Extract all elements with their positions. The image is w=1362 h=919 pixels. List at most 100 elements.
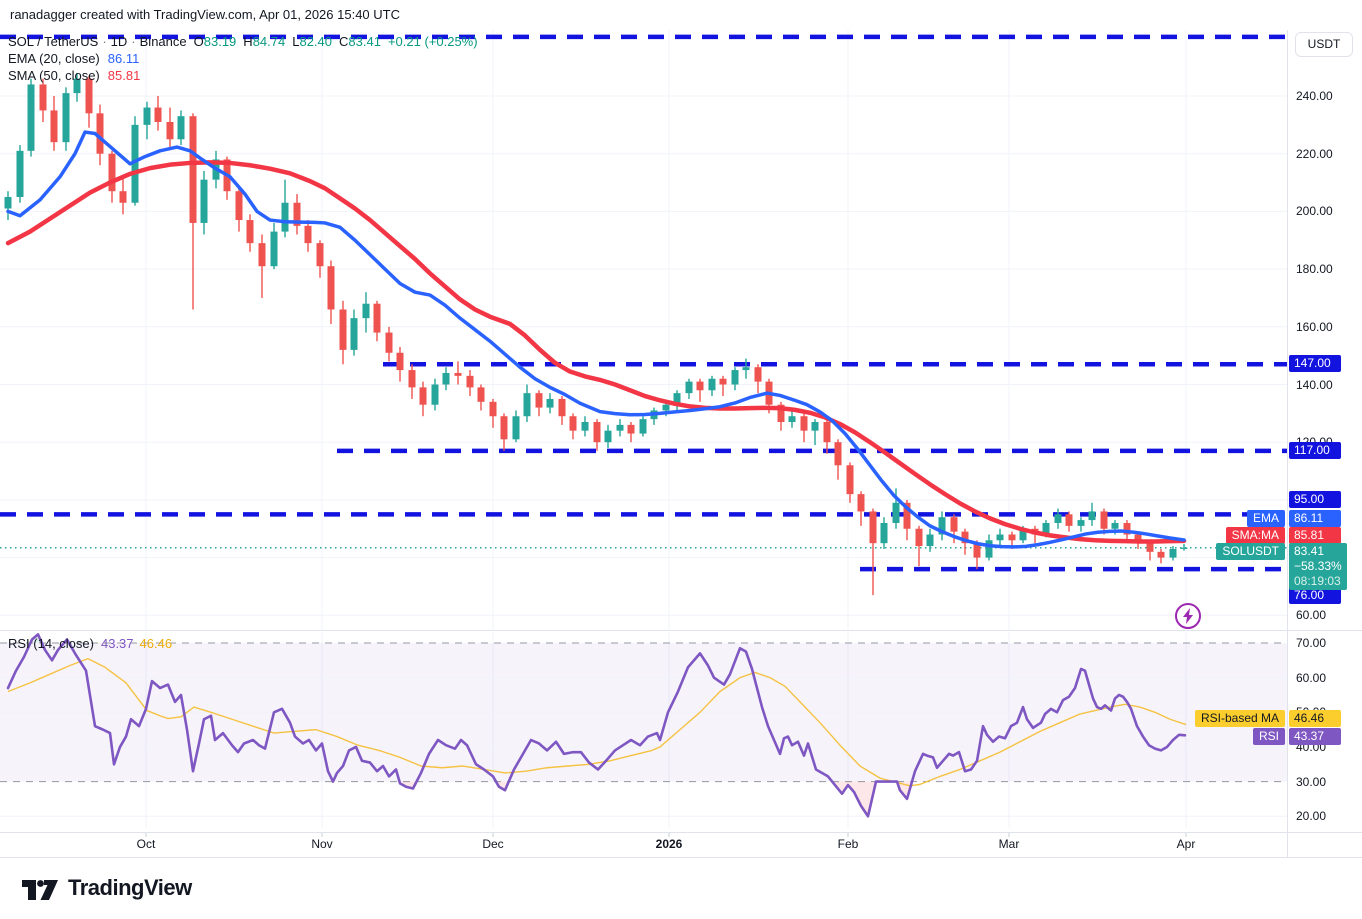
price-axis[interactable]: 240.00220.00200.00180.00160.00140.00120.…	[1288, 0, 1362, 919]
rsi-tick-label: 70.00	[1296, 636, 1327, 650]
candle-body	[477, 387, 485, 402]
sma-legend-row[interactable]: SMA (50, close) 85.81	[8, 67, 478, 84]
candle-body	[558, 398, 566, 417]
ohlc-key: O	[193, 34, 204, 49]
ohlc-key: H	[243, 34, 253, 49]
candle-body	[1169, 548, 1177, 558]
rsi-line	[6, 633, 1187, 818]
ohlc-values: O83.19 H84.74 L82.40 C83.41	[187, 34, 381, 49]
candle-body	[616, 424, 624, 431]
candle-body	[454, 372, 462, 376]
tradingview-logo[interactable]: TradingView	[20, 872, 192, 904]
candle-body	[581, 422, 589, 431]
rsi-value: 43.37	[100, 636, 134, 651]
candle-body	[673, 393, 681, 405]
price-level-label: 147.00	[1289, 355, 1341, 372]
candle-body	[419, 387, 427, 405]
symbol-countdown: 08:19:03	[1294, 574, 1341, 588]
symbol-tag-label: SOLUSDT	[1216, 543, 1285, 560]
rsi-legend-row[interactable]: RSI (14, close) 43.37 46.46	[8, 636, 172, 651]
time-axis[interactable]: Oct Nov Dec 2026 Feb Mar Apr	[0, 833, 1362, 857]
sma50-line	[5, 160, 1187, 544]
candle-body	[834, 442, 842, 466]
candle-body	[546, 398, 554, 408]
rsi-overbought-fill	[30, 634, 42, 643]
ema-legend-row[interactable]: EMA (20, close) 86.11	[8, 50, 478, 67]
time-axis-label: Oct	[136, 837, 156, 851]
interval-label[interactable]: 1D	[110, 34, 128, 49]
attribution-text: ranadagger created with TradingView.com,…	[10, 7, 400, 22]
candle-body	[639, 419, 647, 434]
candle-body	[408, 370, 416, 388]
candle-body	[523, 393, 531, 417]
candle-body	[892, 502, 900, 523]
candle-body	[1042, 522, 1050, 535]
candle-body	[50, 110, 58, 143]
rsi-oversold-fill	[399, 781, 417, 789]
candle-body	[604, 430, 612, 443]
candle-body	[373, 303, 381, 333]
candle-body	[350, 318, 358, 350]
ohlc-value: 82.40	[299, 34, 333, 49]
candle-body	[154, 107, 162, 122]
candle-body	[1019, 528, 1027, 541]
price-tick-label: 200.00	[1296, 204, 1333, 219]
candle-body	[777, 404, 785, 423]
candle-body	[938, 517, 946, 535]
exchange-label[interactable]: Binance	[139, 34, 187, 49]
candle-body	[627, 424, 635, 434]
price-level-label: 76.00	[1289, 587, 1341, 604]
ohlc-value: 84.74	[252, 34, 286, 49]
legend-separator: ·	[102, 34, 107, 49]
candle-body	[258, 243, 266, 267]
candle-body	[143, 107, 151, 125]
candle-body	[304, 225, 312, 244]
sma-label: SMA (50, close)	[8, 68, 100, 83]
candle-body	[270, 231, 278, 267]
currency-unit-button[interactable]: USDT	[1295, 32, 1353, 57]
candle-body	[903, 502, 911, 529]
candle-body	[926, 534, 934, 547]
candle-body	[108, 153, 116, 192]
rsi-tick-label: 60.00	[1296, 670, 1327, 685]
candle-body	[327, 266, 335, 310]
time-axis-label: Nov	[311, 837, 333, 851]
candle-body	[719, 378, 727, 385]
price-tick-label: 60.00	[1296, 608, 1327, 623]
candle-body	[846, 465, 854, 495]
candle-body	[915, 528, 923, 547]
candle-body	[4, 196, 12, 209]
rsi-axis-label: 43.37	[1289, 728, 1341, 745]
candle-body	[489, 401, 497, 417]
ohlc-value: 83.19	[203, 34, 237, 49]
legend-separator: ·	[131, 34, 136, 49]
rsi-label: RSI (14, close)	[8, 636, 94, 651]
candle-body	[246, 220, 254, 244]
time-axis-label: 2026	[655, 837, 683, 851]
candle-body	[742, 367, 750, 371]
candle-body	[362, 303, 370, 319]
symbol-change-percent: −58.33%	[1294, 559, 1342, 573]
ema-value: 86.11	[107, 51, 140, 66]
candle-body	[950, 517, 958, 532]
symbol-title[interactable]: SOL / TetherUS	[8, 34, 99, 49]
price-level-label: 117.00	[1289, 442, 1341, 459]
candle-body	[512, 416, 520, 440]
price-tick-label: 220.00	[1296, 146, 1333, 161]
candle-body	[569, 416, 577, 431]
symbol-last-price: 83.41	[1294, 544, 1325, 558]
candle-body	[1088, 511, 1096, 521]
candle-body	[823, 422, 831, 443]
candle-body	[189, 116, 197, 223]
candle-body	[96, 113, 104, 154]
candle-body	[708, 378, 716, 391]
candle-body	[1111, 522, 1119, 529]
price-level-label: 95.00	[1289, 491, 1341, 508]
candle-body	[442, 372, 450, 385]
chart-legend: SOL / TetherUS · 1D · Binance O83.19 H84.74 L82…	[8, 33, 478, 84]
symbol-legend-row[interactable]: SOL / TetherUS · 1D · Binance O83.19 H84.74 L82…	[8, 33, 478, 50]
lightning-icon[interactable]	[1175, 603, 1201, 629]
candle-body	[500, 416, 508, 440]
time-axis-label: Dec	[482, 837, 504, 851]
